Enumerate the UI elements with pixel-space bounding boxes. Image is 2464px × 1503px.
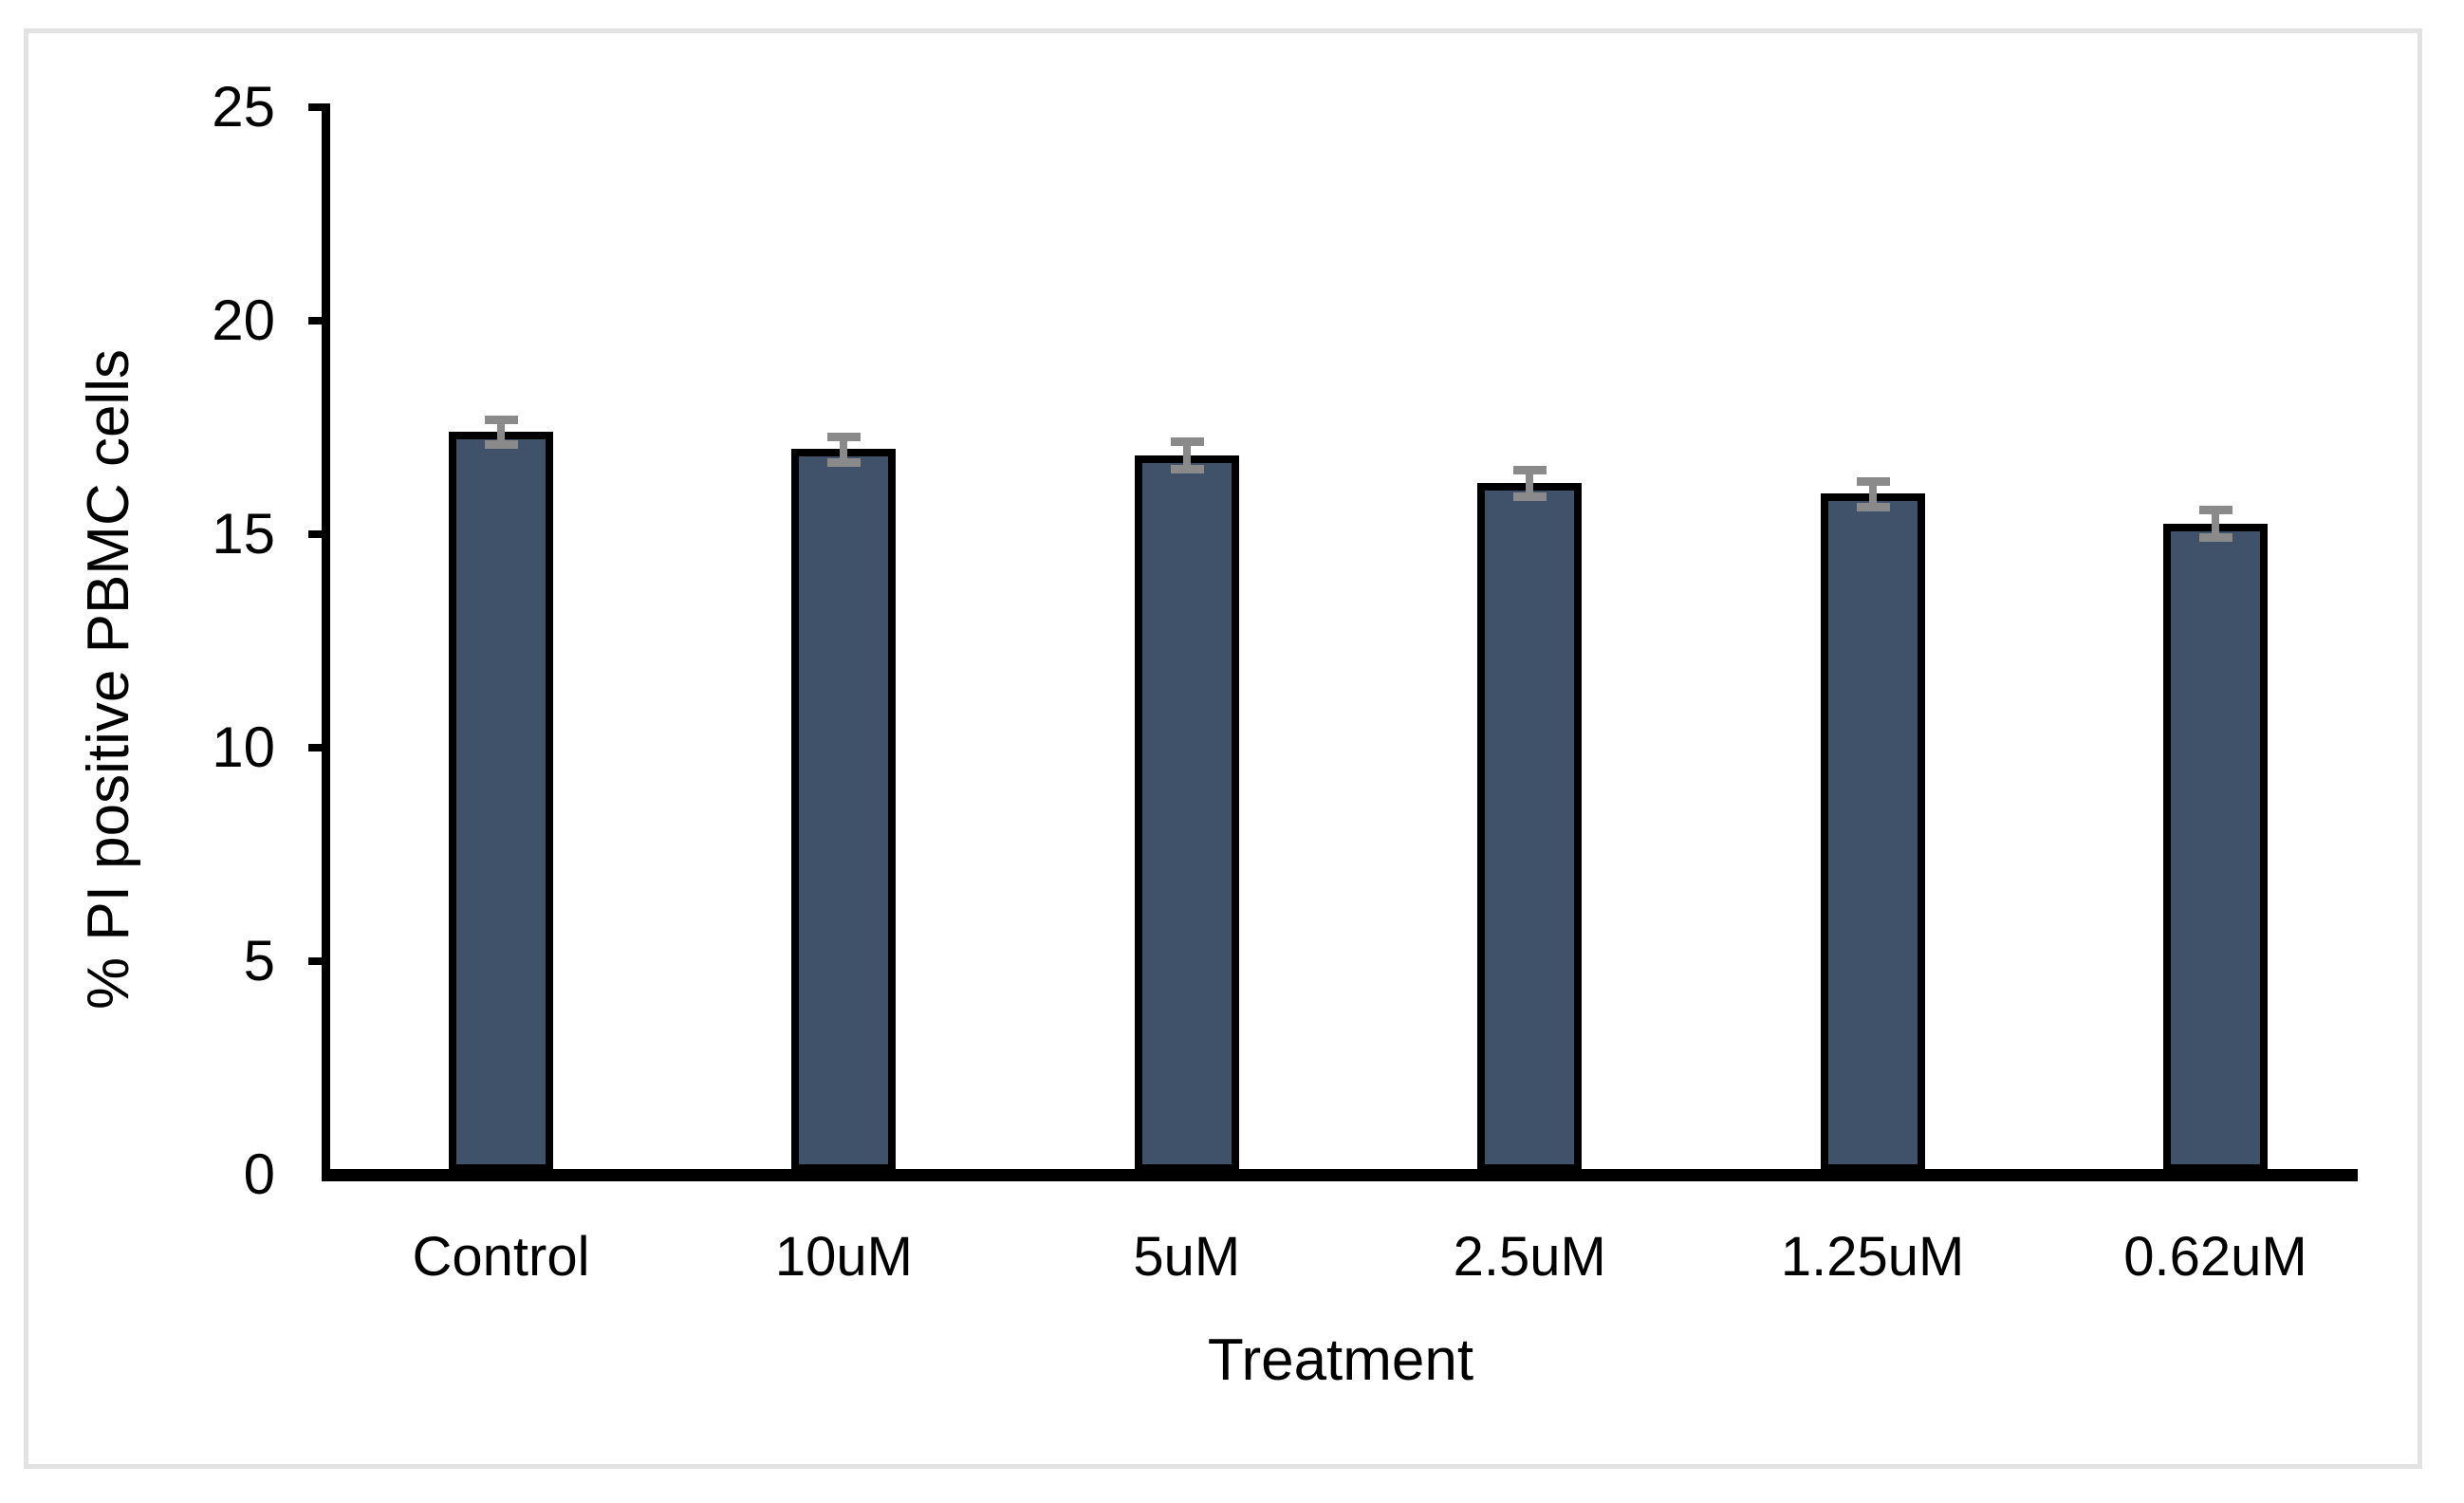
error-bar-cap	[1513, 492, 1547, 502]
chart-frame	[24, 28, 2422, 1469]
category-label: 0.62uM	[2123, 1226, 2307, 1288]
y-tick-label: 10	[212, 715, 275, 779]
y-axis-line	[322, 103, 330, 1181]
category-label: 5uM	[1133, 1226, 1241, 1288]
y-tick-mark	[308, 744, 325, 752]
error-bar-stem	[497, 419, 505, 444]
error-bar-cap	[1856, 476, 1890, 486]
bar	[791, 449, 897, 1172]
y-tick-mark	[308, 103, 325, 111]
error-bar-stem	[1526, 469, 1534, 497]
error-bar-cap	[2199, 533, 2232, 543]
category-label: 10uM	[774, 1226, 913, 1288]
error-bar-stem	[1182, 441, 1191, 470]
bar	[1820, 493, 1925, 1172]
bar	[1134, 455, 1239, 1172]
error-bar-cap	[2199, 506, 2232, 515]
y-tick-label: 0	[243, 1142, 275, 1206]
x-axis-line	[322, 1169, 2358, 1181]
y-tick-mark	[308, 317, 325, 325]
bar	[1477, 483, 1583, 1172]
error-bar-cap	[1170, 465, 1204, 474]
x-axis-title: Treatment	[1207, 1327, 1474, 1393]
y-tick-label: 15	[212, 502, 275, 566]
error-bar-stem	[1868, 480, 1877, 507]
bar	[2163, 523, 2268, 1172]
error-bar-cap	[827, 432, 861, 441]
error-bar-cap	[827, 457, 861, 467]
y-tick-label: 5	[243, 929, 275, 993]
y-tick-label: 20	[212, 288, 275, 352]
error-bar-cap	[485, 416, 518, 425]
error-bar-cap	[1170, 437, 1204, 447]
category-label: Control	[412, 1226, 590, 1288]
bar	[449, 432, 553, 1172]
y-tick-mark	[308, 530, 325, 538]
y-tick-mark	[308, 957, 325, 965]
error-bar-cap	[485, 439, 518, 449]
error-bar-cap	[1856, 502, 1890, 511]
y-tick-label: 25	[212, 75, 275, 139]
category-label: 1.25uM	[1780, 1226, 1965, 1288]
category-label: 2.5uM	[1453, 1226, 1606, 1288]
error-bar-stem	[2212, 510, 2219, 538]
error-bar-cap	[1513, 465, 1547, 474]
error-bar-stem	[840, 436, 848, 462]
